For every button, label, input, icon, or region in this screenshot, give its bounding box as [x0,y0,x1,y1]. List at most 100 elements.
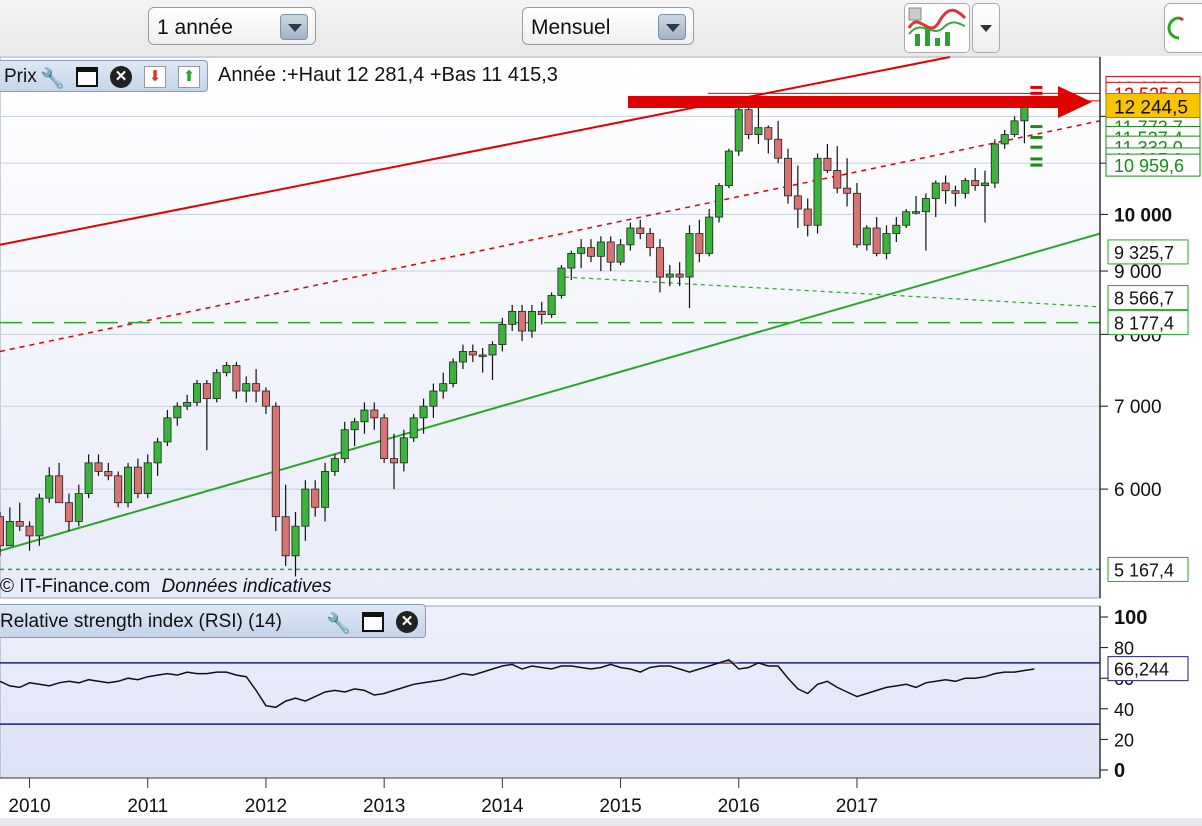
candle-body [675,273,684,278]
candle-body [616,244,625,263]
level-label-text: 9 325,7 [1114,243,1174,263]
candle-body [15,521,24,527]
level-label-box [1107,310,1189,336]
candle-body [508,310,517,325]
interval-select[interactable]: Mensuel [522,7,694,45]
window-icon[interactable] [362,612,384,632]
rsi-panel-header: Relative strength index (RSI) (14) 🔧 ✕ [0,604,426,638]
candle-body [252,383,261,392]
indicator-tool-button[interactable] [904,3,970,53]
side-panel-button[interactable] [1164,3,1202,53]
candle-body [852,192,861,246]
candle-body [242,383,251,392]
price-label-box [1105,135,1201,159]
price-label-text: 12 663,0 [1114,78,1184,98]
price-label-text: 11 332,0 [1114,138,1183,158]
candle-body [557,267,566,296]
candle-body [340,429,349,460]
level-label-box [1107,556,1189,582]
candle-body [232,365,241,392]
pivot-tick-red [1030,91,1043,95]
price-info-text: Année :+Haut 12 281,4 +Bas 11 415,3 [218,64,558,86]
rsi-tick-label: 80 [1114,639,1134,659]
candle-body [222,365,231,374]
candle-body [0,516,4,547]
candle-body [665,273,674,278]
price-label-text: 11 537,4 [1114,128,1183,148]
candle-body [872,227,881,254]
candle-body [192,383,201,403]
candle-body [25,525,34,537]
candle-body [173,405,182,419]
candle-body [261,390,270,407]
candle-body [685,233,694,278]
arrow-up-icon[interactable]: ⬆ [178,66,200,88]
price-label-box [1105,75,1201,99]
close-icon[interactable]: ✕ [110,66,132,88]
y-tick-label: 8 000 [1114,325,1162,346]
candle-body [971,180,980,186]
interval-select-label: Mensuel [531,16,611,39]
candle-body [724,150,733,186]
candle-body [892,224,901,234]
price-label-box [1105,115,1201,139]
price-label-box [1105,153,1201,177]
wrench-icon[interactable]: 🔧 [326,613,351,635]
pivot-tick-green [1030,135,1043,139]
candle-body [705,216,714,254]
candle-body [380,417,389,460]
candle-body [488,344,497,356]
candle-body [94,462,103,472]
candle-body [981,182,990,186]
level-label-box [1107,239,1189,265]
price-label-text: 11 773,7 [1114,118,1183,138]
candle-body [823,157,832,171]
candle-body [399,437,408,464]
candle-body [921,198,930,213]
candle-body [449,361,458,385]
y-tick-label: 6 000 [1114,480,1162,501]
candle-body [626,227,635,246]
candle-body [646,233,655,249]
candle-body [370,409,379,419]
candle-body [350,421,359,431]
rsi-axis [1100,606,1202,778]
candle-body [774,138,783,159]
arrow-down-icon[interactable]: ⬇ [144,66,166,88]
rsi-tick-label: 0 [1114,760,1125,782]
candle-body [596,241,605,257]
toolbar: 1 année Mensuel [0,0,1202,56]
rsi-tick-label: 40 [1114,700,1134,720]
candle-body [695,233,704,254]
x-tick-label: 2011 [127,796,168,817]
candle-body [606,241,615,263]
chevron-down-icon [280,14,308,40]
wrench-icon[interactable]: 🔧 [40,68,65,90]
candle-body [281,516,290,557]
copyright-text: © IT-Finance.com Données indicatives [0,576,332,598]
candle-body [1020,105,1029,122]
candle-body [114,475,123,504]
candle-body [133,466,142,494]
indicator-dropdown-button[interactable] [972,3,1000,53]
x-tick-label: 2016 [718,796,760,817]
candle-body [202,383,211,399]
candle-body [419,405,428,419]
price-panel-background [0,56,1101,599]
candle-body [104,471,113,477]
candle-body [587,247,596,257]
indicator-tool-icon [907,7,967,46]
candle-body [360,409,369,423]
price-label-text: 10 959,6 [1114,156,1184,176]
candle-body [577,247,586,254]
close-icon[interactable]: ✕ [396,611,418,633]
window-icon[interactable] [76,67,98,87]
x-tick-label: 2015 [599,796,641,817]
candle-body [754,127,763,135]
x-tick-label: 2014 [481,796,524,817]
period-select[interactable]: 1 année [148,7,316,45]
candle-body [744,109,753,135]
rsi-value-text: 66,244 [1114,660,1169,680]
candle-body [429,390,438,407]
x-tick-label: 2017 [836,796,878,817]
